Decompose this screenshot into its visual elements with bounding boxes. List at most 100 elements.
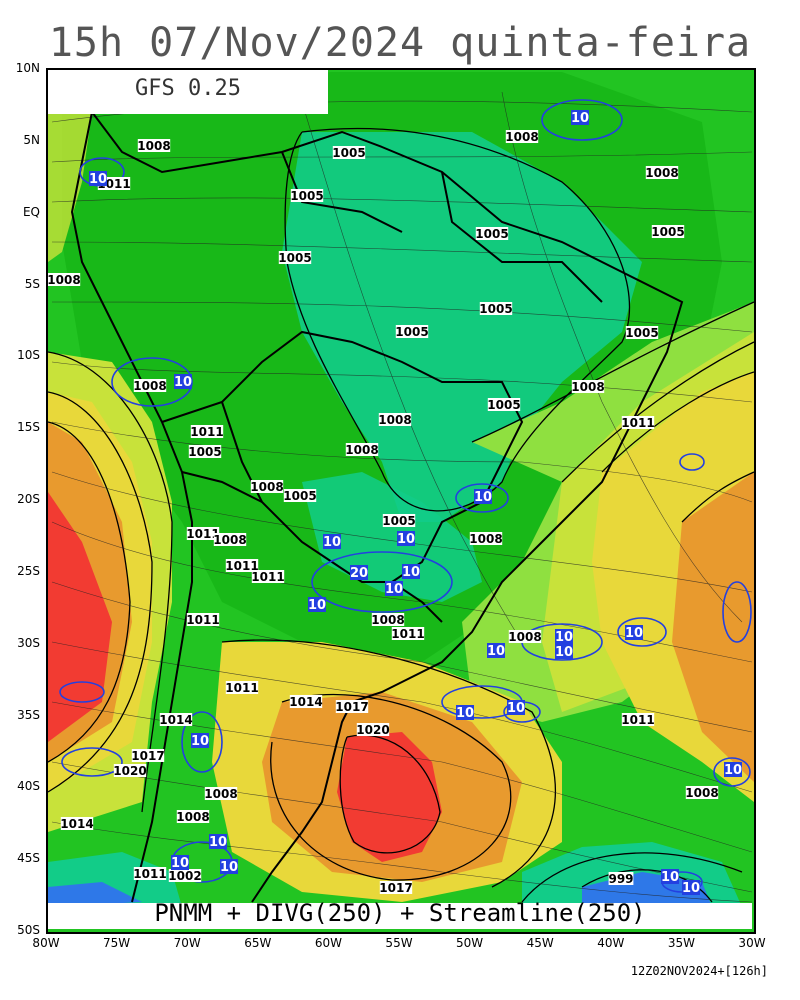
isobar-label: 1011	[251, 570, 284, 584]
pressure-label-bg	[651, 225, 685, 238]
isobar-label: 999	[608, 872, 633, 886]
isobar-label: 1017	[131, 749, 164, 763]
lon-tick-label: 60W	[314, 936, 342, 950]
isobar-label: 1008	[571, 380, 604, 394]
isobar-label: 1020	[113, 764, 146, 778]
pressure-label-bg	[213, 533, 247, 546]
divergence-label-bg	[308, 597, 326, 612]
isobar-label: 1008	[645, 166, 678, 180]
isobar-label: 1017	[379, 881, 412, 895]
pressure-label-bg	[371, 613, 405, 626]
pressure-label-bg	[137, 139, 171, 152]
chart-title: 15h 07/Nov/2024 quinta-feira	[48, 20, 752, 66]
lon-tick-label: 65W	[244, 936, 272, 950]
pressure-label-bg	[159, 713, 193, 726]
isobar-label: 1008	[213, 533, 246, 547]
divergence-label-bg	[397, 531, 415, 546]
pressure-label-bg	[289, 695, 323, 708]
isobar-label: 1005	[625, 326, 658, 340]
divergence-label: 10	[507, 701, 525, 716]
isobar-label: 1005	[332, 146, 365, 160]
divergence-label: 10	[220, 860, 238, 875]
lon-tick-label: 80W	[32, 936, 60, 950]
isobar-label: 1020	[356, 723, 389, 737]
pressure-label-bg	[186, 613, 220, 626]
isobar-label: 1005	[479, 302, 512, 316]
divergence-label: 10	[661, 870, 679, 885]
isobar-label: 1005	[475, 227, 508, 241]
divergence-label-bg	[456, 705, 474, 720]
southern-low-west-core	[48, 882, 142, 907]
lon-tick-label: 30W	[738, 936, 766, 950]
divergence-label-bg	[724, 762, 742, 777]
pacific-high-core	[48, 492, 112, 742]
pressure-label-bg	[685, 786, 719, 799]
isobar-label: 1008	[137, 139, 170, 153]
map-frame: 1008 1011 1005 1005 1005 1008 1008 1005 1005 1008…	[46, 68, 756, 934]
divergence-label-bg	[474, 489, 492, 504]
pressure-label-bg	[113, 764, 147, 777]
pressure-label-bg	[378, 413, 412, 426]
pressure-label-bg	[475, 227, 509, 240]
divergence-label: 10	[555, 630, 573, 645]
divergence-label: 10	[474, 490, 492, 505]
isobar-label: 1008	[371, 613, 404, 627]
divergence-label-bg	[89, 171, 107, 186]
isobar-label: 1011	[621, 713, 654, 727]
lat-tick-label: 10N	[15, 61, 40, 75]
lat-tick-label: 25S	[17, 563, 40, 578]
isobar-label: 1014	[60, 817, 93, 831]
isobar-label: 1008	[505, 130, 538, 144]
pressure-label-bg	[608, 872, 634, 885]
pressure-label-bg	[645, 166, 679, 179]
pressure-label-bg	[508, 630, 542, 643]
chaco-low-region	[302, 472, 482, 602]
pressure-label-bg	[356, 723, 390, 736]
pressure-label-bg	[131, 749, 165, 762]
isobar-label: 1011	[225, 681, 258, 695]
pressure-label-bg	[571, 380, 605, 393]
divergence-label-bg	[174, 374, 192, 389]
atlantic-high-orange	[672, 472, 754, 782]
isobar-label: 1008	[508, 630, 541, 644]
pressure-label-bg	[204, 787, 238, 800]
isobar-label: 1011	[186, 527, 219, 541]
divergence-label: 10	[625, 626, 643, 641]
pressure-label-bg	[278, 251, 312, 264]
isobar-label: 1002	[168, 869, 201, 883]
pressure-label-bg	[379, 881, 413, 894]
isobar-label: 1008	[378, 413, 411, 427]
model-box	[48, 70, 328, 114]
lat-tick-label: 15S	[17, 420, 40, 435]
pressure-label-bg	[382, 514, 416, 527]
pressure-label-bg	[345, 443, 379, 456]
divergence-label: 10	[323, 535, 341, 550]
pressure-label-bg	[190, 425, 224, 438]
divergence-label-bg	[625, 625, 643, 640]
divergence-label-bg	[571, 110, 589, 125]
pressure-label-bg	[487, 398, 521, 411]
pressure-label-bg	[133, 867, 167, 880]
pressure-label-bg	[290, 189, 324, 202]
isobar-label: 1008	[176, 810, 209, 824]
pressure-label-bg	[391, 627, 425, 640]
divergence-label: 10	[191, 734, 209, 749]
pressure-label-bg	[186, 527, 220, 540]
isobar-label: 1005	[487, 398, 520, 412]
pressure-label-bg	[332, 146, 366, 159]
divergence-label: 10	[571, 111, 589, 126]
divergence-label-bg	[191, 733, 209, 748]
lat-tick-label: 5N	[23, 132, 40, 147]
divergence-label: 10	[89, 172, 107, 187]
pressure-label-bg	[48, 273, 81, 286]
divergence-label-bg	[385, 581, 403, 596]
divergence-label: 20	[350, 566, 368, 581]
divergence-label: 10	[209, 835, 227, 850]
pressure-label-bg	[133, 379, 167, 392]
pressure-label-bg	[225, 559, 259, 572]
pressure-label-bg	[621, 713, 655, 726]
lat-tick-label: 40S	[17, 779, 40, 794]
